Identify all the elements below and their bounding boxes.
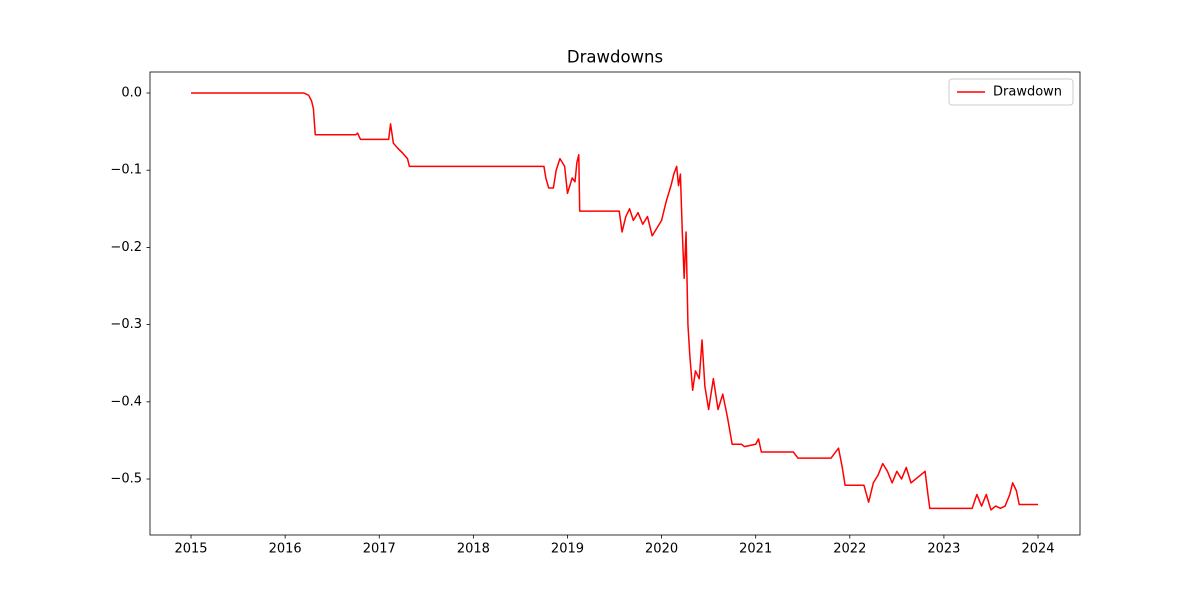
chart-title: Drawdowns	[567, 48, 663, 67]
y-tick-label: −0.2	[110, 240, 142, 255]
y-tick-label: −0.4	[110, 394, 142, 409]
x-tick-label: 2015	[174, 542, 207, 557]
x-tick-label: 2017	[363, 542, 396, 557]
line	[191, 92, 1039, 511]
x-tick-label: 2020	[645, 542, 678, 557]
y-tick-label: −0.1	[110, 163, 142, 178]
x-tick-label: 2022	[833, 542, 866, 557]
legend-frame	[948, 78, 1074, 106]
x-tick-label: 2023	[927, 542, 960, 557]
y-tick-label: 0.0	[121, 85, 142, 100]
x-tick-label: 2018	[457, 542, 490, 557]
x-tick-label: 2024	[1021, 542, 1054, 557]
y-tick-label: −0.5	[110, 472, 142, 487]
y-tick-label: −0.3	[110, 317, 142, 332]
x-tick-label: 2021	[739, 542, 772, 557]
legend: Drawdown	[948, 78, 1074, 106]
x-tick-label: 2019	[551, 542, 584, 557]
plot-frame	[149, 71, 1081, 536]
x-tick-label: 2016	[269, 542, 302, 557]
legend-label: Drawdown	[993, 85, 1062, 100]
